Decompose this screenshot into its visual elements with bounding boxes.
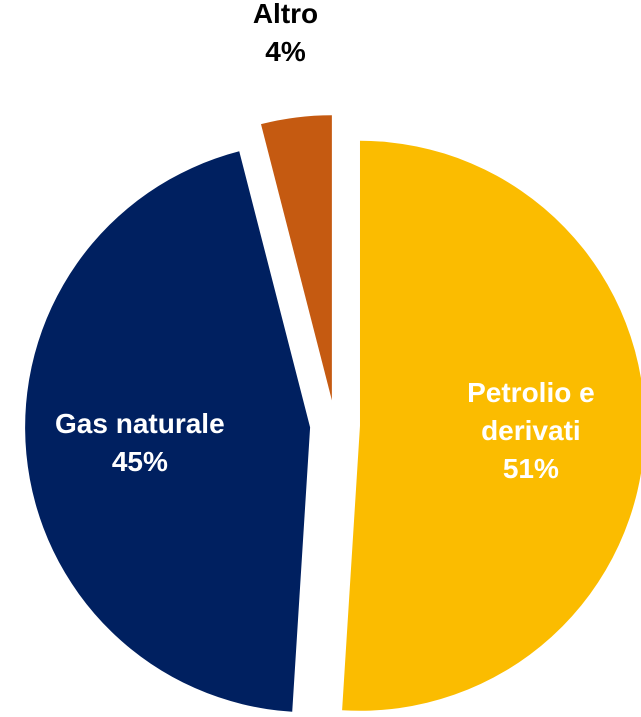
category-label: Petrolio e derivati xyxy=(467,377,595,447)
slice-label: Petrolio e derivati 51% xyxy=(441,374,621,488)
pie-slice xyxy=(342,140,641,711)
slice-label: Gas naturale 45% xyxy=(50,405,230,481)
category-label: Altro xyxy=(252,0,319,30)
category-label: Gas naturale xyxy=(55,408,225,440)
value-label: 45% xyxy=(111,446,168,478)
value-label: 4% xyxy=(265,36,306,68)
slice-label: Altro 4% xyxy=(195,0,375,71)
pie-slice xyxy=(25,151,311,712)
value-label: 51% xyxy=(502,453,559,485)
pie-slice xyxy=(260,115,332,401)
